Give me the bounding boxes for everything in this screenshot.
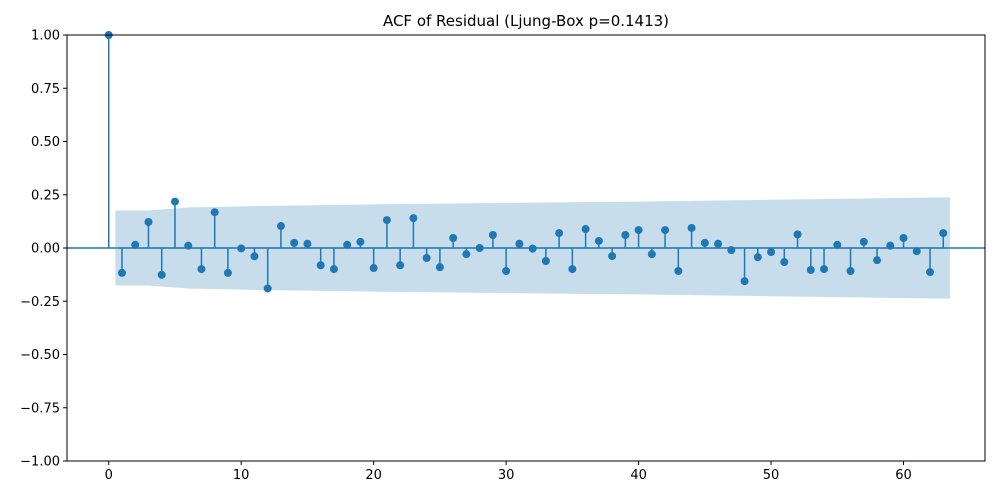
acf-point-lag-43	[674, 267, 683, 276]
acf-point-lag-51	[780, 258, 789, 267]
acf-point-lag-15	[303, 239, 312, 248]
acf-point-lag-5	[170, 197, 179, 206]
acf-point-lag-26	[449, 233, 458, 242]
acf-point-lag-38	[608, 252, 617, 261]
acf-point-lag-45	[700, 238, 709, 247]
acf-point-lag-61	[912, 247, 921, 256]
acf-point-lag-10	[237, 244, 246, 253]
acf-point-lag-17	[329, 265, 338, 274]
acf-point-lag-47	[727, 246, 736, 255]
acf-point-lag-40	[634, 226, 643, 235]
acf-point-lag-33	[541, 256, 550, 265]
acf-point-lag-44	[687, 223, 696, 232]
acf-point-lag-39	[621, 231, 630, 240]
acf-point-lag-12	[263, 284, 272, 293]
acf-point-lag-62	[926, 268, 935, 277]
acf-point-lag-28	[475, 244, 484, 252]
acf-point-lag-4	[157, 270, 166, 279]
acf-point-lag-2	[131, 240, 140, 249]
x-tick-label: 30	[498, 468, 515, 483]
acf-point-lag-56	[846, 267, 855, 276]
x-tick-label: 20	[365, 468, 382, 483]
acf-point-lag-58	[873, 256, 882, 265]
acf-point-lag-59	[886, 241, 895, 250]
acf-point-lag-49	[753, 253, 762, 262]
y-tick-label: 0.25	[31, 188, 60, 203]
acf-point-lag-34	[555, 229, 564, 238]
acf-point-lag-7	[197, 265, 206, 274]
x-tick-label: 40	[630, 468, 647, 483]
acf-point-lag-54	[820, 265, 829, 274]
x-axis: 0 10 20 30 40 50 60	[105, 461, 912, 483]
x-tick-label: 50	[763, 468, 780, 483]
acf-point-lag-6	[184, 241, 193, 250]
acf-point-lag-18	[343, 240, 352, 249]
acf-point-lag-3	[144, 218, 153, 227]
acf-point-lag-24	[422, 254, 431, 263]
y-tick-label: 0.00	[31, 242, 60, 257]
acf-point-lag-63	[939, 229, 948, 238]
acf-point-lag-20	[369, 264, 378, 273]
chart-title: ACF of Residual (Ljung-Box p=0.1413)	[383, 12, 669, 30]
acf-point-lag-46	[714, 239, 723, 248]
plot-area	[67, 31, 985, 299]
y-tick-label: 1.00	[31, 29, 60, 44]
acf-point-lag-30	[502, 267, 511, 276]
x-tick-label: 60	[895, 468, 912, 483]
y-axis: −1.00 −0.75 −0.50 −0.25 0.00 0.25 0.50 0.75 1.00	[20, 29, 67, 470]
y-tick-label: 0.75	[31, 82, 60, 97]
acf-point-lag-55	[833, 240, 842, 249]
stems-group	[107, 35, 945, 289]
acf-point-lag-35	[568, 265, 577, 274]
acf-point-lag-42	[661, 226, 670, 235]
acf-point-lag-11	[250, 252, 259, 261]
acf-point-lag-21	[382, 216, 391, 225]
acf-point-lag-50	[767, 248, 776, 257]
acf-point-lag-29	[488, 231, 497, 240]
acf-point-lag-53	[806, 265, 815, 274]
acf-point-lag-31	[515, 239, 524, 248]
y-tick-label: −1.00	[20, 455, 60, 470]
acf-point-lag-14	[290, 238, 299, 247]
acf-point-lag-32	[528, 244, 537, 253]
y-tick-label: −0.25	[20, 295, 60, 310]
acf-point-lag-25	[435, 263, 444, 272]
acf-point-lag-57	[859, 237, 868, 246]
x-tick-label: 0	[105, 468, 113, 483]
acf-point-lag-19	[356, 237, 365, 246]
y-tick-label: −0.75	[20, 401, 60, 416]
y-tick-label: 0.50	[31, 135, 60, 150]
acf-point-lag-13	[276, 222, 285, 231]
acf-point-lag-41	[647, 250, 656, 259]
x-tick-label: 10	[233, 468, 250, 483]
acf-point-lag-36	[581, 225, 590, 234]
acf-point-lag-27	[462, 250, 471, 259]
acf-point-lag-37	[594, 236, 603, 245]
acf-point-lag-9	[223, 268, 232, 277]
acf-point-lag-8	[210, 208, 219, 217]
acf-point-lag-23	[409, 214, 418, 223]
acf-point-lag-16	[316, 261, 325, 270]
acf-point-lag-48	[740, 277, 749, 286]
markers-group	[104, 31, 948, 293]
y-tick-label: −0.50	[20, 348, 60, 363]
acf-point-lag-60	[899, 233, 908, 242]
acf-point-lag-1	[117, 268, 126, 277]
acf-point-lag-22	[396, 261, 405, 270]
acf-point-lag-52	[793, 230, 802, 239]
